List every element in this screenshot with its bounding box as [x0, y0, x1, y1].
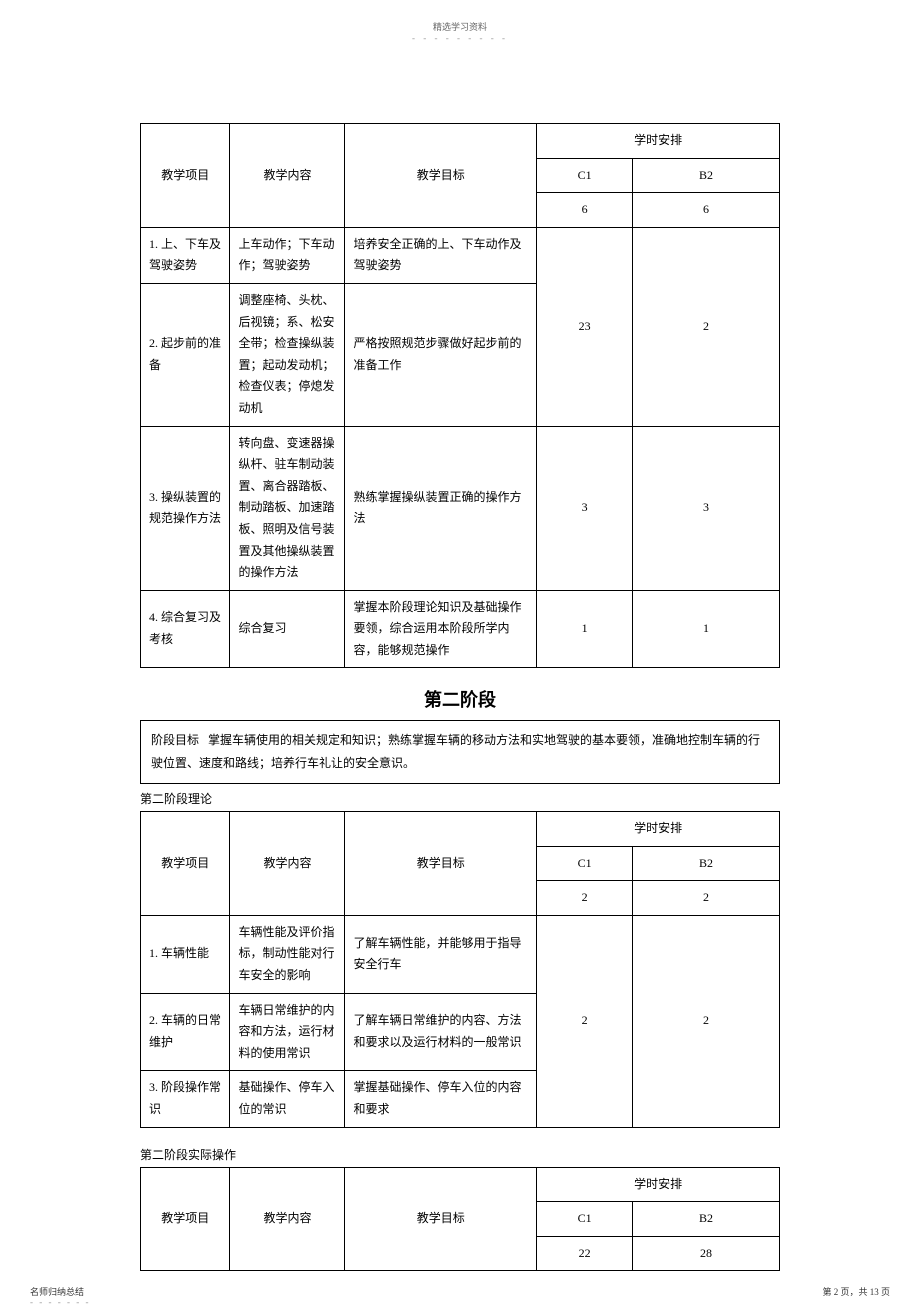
table-cell: 掌握基础操作、停车入位的内容和要求	[345, 1071, 537, 1127]
table-stage2-theory: 教学项目 教学内容 教学目标 学时安排 C1 B2 2 2 1. 车辆性能 车辆…	[140, 811, 780, 1128]
table-cell: 3	[633, 426, 780, 590]
th-goal: 教学目标	[345, 1167, 537, 1271]
page-content: 教学项目 教学内容 教学目标 学时安排 C1 B2 6 6 1. 上、下车及驾驶…	[0, 43, 920, 1271]
th-b2-total: 2	[633, 881, 780, 916]
header-dots: - - - - - - - - -	[0, 33, 920, 43]
th-schedule: 学时安排	[537, 812, 780, 847]
table-cell: 1. 上、下车及驾驶姿势	[141, 227, 230, 283]
th-c1-total: 2	[537, 881, 633, 916]
table-cell: 调整座椅、头枕、后视镜；系、松安全带；检查操纵装置；起动发动机；检查仪表；停熄发…	[230, 283, 345, 426]
table-stage2-practice: 教学项目 教学内容 教学目标 学时安排 C1 B2 22 28	[140, 1167, 780, 1272]
stage2-theory-title: 第二阶段理论	[140, 790, 780, 807]
footer-left-dots: - - - - - - -	[30, 1297, 90, 1307]
th-b2: B2	[633, 1202, 780, 1237]
table-stage1-practice: 教学项目 教学内容 教学目标 学时安排 C1 B2 6 6 1. 上、下车及驾驶…	[140, 123, 780, 668]
table-cell: 了解车辆日常维护的内容、方法和要求以及运行材料的一般常识	[345, 993, 537, 1071]
footer-right: 第 2 页，共 13 页	[822, 1285, 890, 1298]
th-item: 教学项目	[141, 124, 230, 228]
table-cell: 了解车辆性能，并能够用于指导安全行车	[345, 915, 537, 993]
th-content: 教学内容	[230, 124, 345, 228]
table-cell: 2	[633, 915, 780, 1127]
table-cell: 23	[537, 227, 633, 426]
table-cell: 车辆日常维护的内容和方法，运行材料的使用常识	[230, 993, 345, 1071]
stage2-goal-label: 阶段目标	[151, 733, 199, 747]
th-c1-total: 22	[537, 1236, 633, 1271]
table-cell: 2	[537, 915, 633, 1127]
th-item: 教学项目	[141, 1167, 230, 1271]
th-item: 教学项目	[141, 812, 230, 916]
table-cell: 3	[537, 426, 633, 590]
table-cell: 1. 车辆性能	[141, 915, 230, 993]
th-c1: C1	[537, 846, 633, 881]
th-schedule: 学时安排	[537, 124, 780, 159]
th-goal: 教学目标	[345, 124, 537, 228]
th-schedule: 学时安排	[537, 1167, 780, 1202]
table-cell: 3. 阶段操作常识	[141, 1071, 230, 1127]
th-c1: C1	[537, 158, 633, 193]
table-cell: 2. 起步前的准备	[141, 283, 230, 426]
table-cell: 转向盘、变速器操纵杆、驻车制动装置、离合器踏板、制动踏板、加速踏板、照明及信号装…	[230, 426, 345, 590]
table-cell: 车辆性能及评价指标，制动性能对行车安全的影响	[230, 915, 345, 993]
stage2-title: 第二阶段	[140, 686, 780, 712]
th-c1: C1	[537, 1202, 633, 1237]
stage2-goal-box: 阶段目标 掌握车辆使用的相关规定和知识；熟练掌握车辆的移动方法和实地驾驶的基本要…	[140, 720, 780, 784]
th-b2-total: 28	[633, 1236, 780, 1271]
table-cell: 1	[537, 590, 633, 668]
th-b2: B2	[633, 846, 780, 881]
header-title: 精选学习资料	[0, 0, 920, 33]
table-cell: 上车动作；下车动作；驾驶姿势	[230, 227, 345, 283]
table-cell: 掌握本阶段理论知识及基础操作要领，综合运用本阶段所学内容，能够规范操作	[345, 590, 537, 668]
stage2-goal-text: 掌握车辆使用的相关规定和知识；熟练掌握车辆的移动方法和实地驾驶的基本要领，准确地…	[151, 733, 760, 770]
table-cell: 3. 操纵装置的规范操作方法	[141, 426, 230, 590]
th-b2-total: 6	[633, 193, 780, 228]
th-b2: B2	[633, 158, 780, 193]
table-cell: 基础操作、停车入位的常识	[230, 1071, 345, 1127]
table-cell: 综合复习	[230, 590, 345, 668]
table-cell: 4. 综合复习及考核	[141, 590, 230, 668]
table-cell: 严格按照规范步骤做好起步前的准备工作	[345, 283, 537, 426]
th-content: 教学内容	[230, 812, 345, 916]
th-goal: 教学目标	[345, 812, 537, 916]
table-cell: 培养安全正确的上、下车动作及驾驶姿势	[345, 227, 537, 283]
table-cell: 2. 车辆的日常维护	[141, 993, 230, 1071]
th-c1-total: 6	[537, 193, 633, 228]
th-content: 教学内容	[230, 1167, 345, 1271]
stage2-practice-title: 第二阶段实际操作	[140, 1146, 780, 1163]
table-cell: 1	[633, 590, 780, 668]
table-cell: 2	[633, 227, 780, 426]
table-cell: 熟练掌握操纵装置正确的操作方法	[345, 426, 537, 590]
